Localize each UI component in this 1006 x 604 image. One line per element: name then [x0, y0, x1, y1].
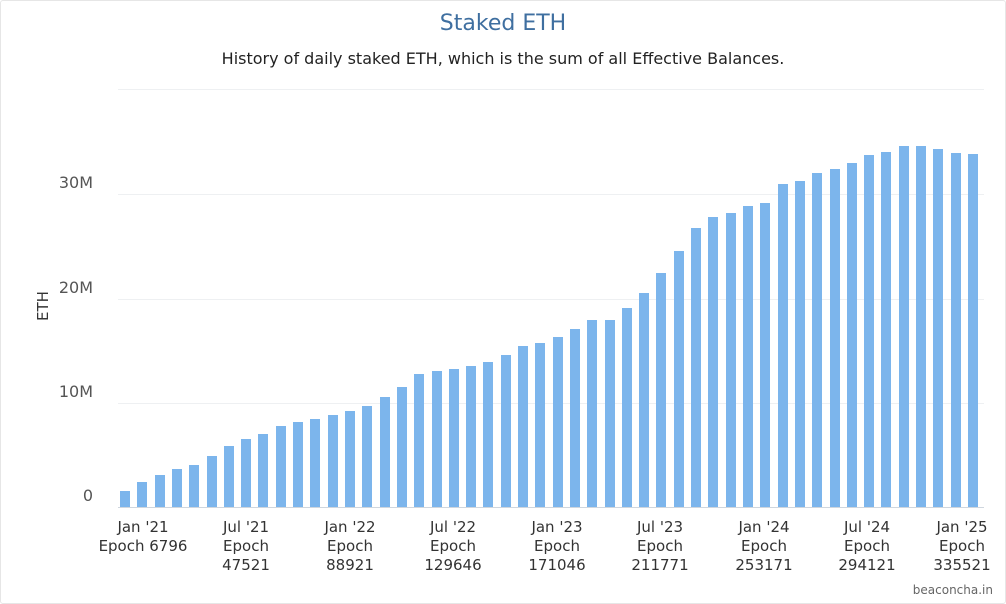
bar[interactable]: [466, 365, 477, 507]
bar[interactable]: [223, 446, 234, 507]
bar[interactable]: [812, 172, 823, 507]
x-tick: Jan '23 Epoch 171046: [528, 518, 586, 574]
x-tick: Jul '22 Epoch 129646: [424, 518, 482, 574]
bar[interactable]: [379, 397, 390, 507]
bar[interactable]: [431, 371, 442, 507]
bar[interactable]: [864, 154, 875, 507]
bar[interactable]: [154, 474, 165, 507]
chart-title: Staked ETH: [439, 11, 567, 36]
bar[interactable]: [777, 184, 788, 507]
bar[interactable]: [293, 422, 304, 507]
bar[interactable]: [396, 386, 407, 507]
gridline: [118, 89, 984, 90]
bar[interactable]: [120, 491, 130, 507]
y-tick: 30M: [58, 173, 93, 192]
bar[interactable]: [552, 336, 563, 507]
chart-subtitle: History of daily staked ETH, which is th…: [221, 49, 785, 68]
bar[interactable]: [621, 308, 632, 507]
y-tick: 20M: [58, 278, 93, 297]
bar[interactable]: [414, 374, 425, 507]
bar[interactable]: [725, 213, 736, 507]
bar[interactable]: [604, 319, 615, 507]
bar[interactable]: [344, 410, 355, 507]
bar[interactable]: [448, 369, 459, 507]
x-tick: Jan '22 Epoch 88921: [324, 518, 376, 574]
bar[interactable]: [310, 419, 321, 507]
bar[interactable]: [587, 319, 598, 507]
x-tick: Jan '21 Epoch 6796: [98, 518, 188, 555]
bar[interactable]: [189, 465, 200, 507]
bar[interactable]: [743, 206, 754, 507]
y-tick: 10M: [58, 382, 93, 401]
bar[interactable]: [968, 153, 978, 507]
gridline: [118, 194, 984, 195]
bar[interactable]: [362, 405, 373, 507]
bar[interactable]: [639, 292, 650, 507]
bar-series: [118, 1, 984, 507]
x-axis-line: [118, 507, 984, 508]
bar[interactable]: [483, 361, 494, 507]
bar[interactable]: [535, 342, 546, 507]
bar[interactable]: [569, 329, 580, 507]
bar[interactable]: [829, 169, 840, 507]
bar[interactable]: [171, 469, 182, 507]
bar[interactable]: [275, 425, 286, 507]
bar[interactable]: [327, 415, 338, 507]
x-tick: Jan '24 Epoch 253171: [735, 518, 793, 574]
x-tick: Jul '23 Epoch 211771: [631, 518, 689, 574]
bar[interactable]: [258, 433, 269, 507]
bar[interactable]: [673, 250, 684, 507]
bar[interactable]: [241, 439, 252, 507]
bar[interactable]: [794, 180, 805, 507]
bar[interactable]: [708, 216, 719, 507]
bar[interactable]: [916, 146, 927, 507]
bar[interactable]: [950, 152, 961, 507]
x-tick: Jul '24 Epoch 294121: [838, 518, 896, 574]
gridline: [118, 299, 984, 300]
credit-link[interactable]: beaconcha.in: [912, 583, 993, 597]
x-tick: Jul '21 Epoch 47521: [222, 518, 270, 574]
bar[interactable]: [760, 202, 771, 507]
bar[interactable]: [656, 272, 667, 507]
bar[interactable]: [846, 163, 857, 507]
bar[interactable]: [206, 455, 217, 507]
bar[interactable]: [137, 481, 148, 507]
x-tick: Jan '25 Epoch 335521: [933, 518, 991, 574]
bar[interactable]: [500, 355, 511, 507]
bar[interactable]: [933, 148, 944, 507]
bar[interactable]: [881, 151, 892, 507]
bar[interactable]: [898, 146, 909, 507]
bar[interactable]: [691, 228, 702, 507]
y-tick: 0: [82, 486, 93, 505]
bar[interactable]: [518, 346, 529, 507]
gridline: [118, 403, 984, 404]
